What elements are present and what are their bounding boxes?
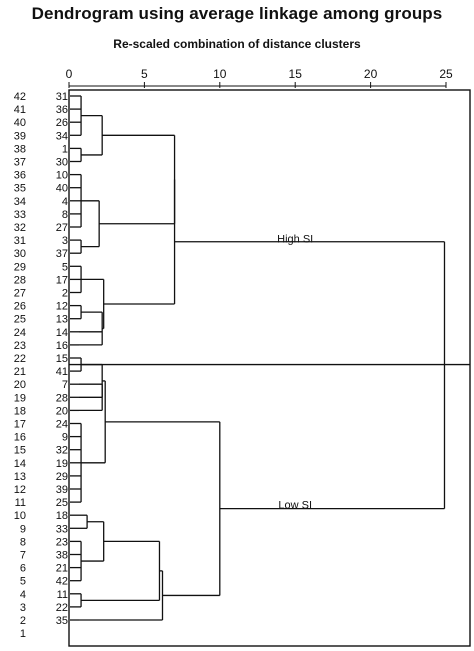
cluster-label-high-si: High SI bbox=[277, 234, 313, 246]
leaf-label: 14 bbox=[56, 327, 68, 339]
row-number: 24 bbox=[14, 327, 26, 339]
plot-frame bbox=[68, 89, 471, 647]
axis-tick-label: 10 bbox=[213, 67, 227, 81]
row-number: 1 bbox=[20, 628, 26, 640]
leaf-label: 34 bbox=[56, 130, 68, 142]
row-number: 42 bbox=[14, 91, 26, 103]
leaf-label: 25 bbox=[56, 497, 68, 509]
row-number: 27 bbox=[14, 288, 26, 300]
row-number: 35 bbox=[14, 183, 26, 195]
leaf-label: 4 bbox=[62, 196, 68, 208]
leaf-label: 42 bbox=[56, 576, 68, 588]
row-number: 14 bbox=[14, 458, 26, 470]
leaf-label: 22 bbox=[56, 602, 68, 614]
leaf-label: 29 bbox=[56, 471, 68, 483]
row-number: 40 bbox=[14, 117, 26, 129]
leaf-label: 17 bbox=[56, 274, 68, 286]
row-number: 31 bbox=[14, 235, 26, 247]
leaf-label: 37 bbox=[56, 248, 68, 260]
leaf-label: 26 bbox=[56, 117, 68, 129]
row-number: 26 bbox=[14, 301, 26, 313]
leaf-label: 38 bbox=[56, 550, 68, 562]
leaf-label: 8 bbox=[62, 209, 68, 221]
chart-subtitle: Re-scaled combination of distance cluste… bbox=[113, 37, 361, 51]
leaf-label: 27 bbox=[56, 222, 68, 234]
row-number: 4 bbox=[20, 589, 26, 601]
leaf-label: 12 bbox=[56, 301, 68, 313]
axis-tick-label: 0 bbox=[66, 67, 73, 81]
leaf-label: 28 bbox=[56, 392, 68, 404]
row-number: 15 bbox=[14, 445, 26, 457]
row-number: 38 bbox=[14, 143, 26, 155]
row-number: 41 bbox=[14, 104, 26, 116]
leaf-label: 41 bbox=[56, 366, 68, 378]
row-number: 10 bbox=[14, 510, 26, 522]
leaf-label: 21 bbox=[56, 563, 68, 575]
row-number: 3 bbox=[20, 602, 26, 614]
leaf-label: 36 bbox=[56, 104, 68, 116]
leaf-label: 1 bbox=[62, 143, 68, 155]
row-number: 21 bbox=[14, 366, 26, 378]
row-number: 9 bbox=[20, 523, 26, 535]
leaf-label: 10 bbox=[56, 170, 68, 182]
leaf-label: 13 bbox=[56, 314, 68, 326]
row-number: 5 bbox=[20, 576, 26, 588]
row-number: 11 bbox=[15, 497, 26, 509]
leaf-label: 30 bbox=[56, 157, 68, 169]
row-number: 20 bbox=[14, 379, 26, 391]
leaf-label: 9 bbox=[62, 432, 68, 444]
row-number: 39 bbox=[14, 130, 26, 142]
leaf-label: 7 bbox=[62, 379, 68, 391]
row-number: 7 bbox=[20, 550, 26, 562]
row-number: 36 bbox=[14, 170, 26, 182]
leaf-label: 40 bbox=[56, 183, 68, 195]
axis-tick-label: 5 bbox=[141, 67, 148, 81]
chart-title: Dendrogram using average linkage among g… bbox=[31, 4, 443, 23]
row-number: 22 bbox=[14, 353, 26, 365]
leaf-label: 11 bbox=[57, 589, 68, 601]
row-number: 19 bbox=[14, 392, 26, 404]
row-number: 2 bbox=[20, 615, 26, 627]
row-number: 16 bbox=[14, 432, 26, 444]
row-number: 30 bbox=[14, 248, 26, 260]
axis-tick-label: 15 bbox=[289, 67, 303, 81]
leaf-label: 39 bbox=[56, 484, 68, 496]
row-number: 13 bbox=[14, 471, 26, 483]
row-number: 25 bbox=[14, 314, 26, 326]
leaf-label: 5 bbox=[62, 261, 68, 273]
row-number: 37 bbox=[14, 157, 26, 169]
leaf-label: 16 bbox=[56, 340, 68, 352]
leaf-label: 20 bbox=[56, 405, 68, 417]
leaf-label: 18 bbox=[56, 510, 68, 522]
leaf-label: 32 bbox=[56, 445, 68, 457]
row-number: 8 bbox=[20, 536, 26, 548]
row-number: 23 bbox=[14, 340, 26, 352]
row-number: 32 bbox=[14, 222, 26, 234]
axis-tick-label: 25 bbox=[439, 67, 453, 81]
row-number: 18 bbox=[14, 405, 26, 417]
row-number: 34 bbox=[14, 196, 26, 208]
row-number: 17 bbox=[14, 419, 26, 431]
row-number: 33 bbox=[14, 209, 26, 221]
leaf-label: 3 bbox=[62, 235, 68, 247]
axis-tick-label: 20 bbox=[364, 67, 378, 81]
leaf-label: 31 bbox=[56, 91, 68, 103]
leaf-label: 2 bbox=[62, 288, 68, 300]
cluster-label-low-si: Low SI bbox=[278, 500, 312, 512]
leaf-label: 19 bbox=[56, 458, 68, 470]
row-number: 29 bbox=[14, 261, 26, 273]
leaf-label: 15 bbox=[56, 353, 68, 365]
row-number: 6 bbox=[20, 563, 26, 575]
row-number: 12 bbox=[14, 484, 26, 496]
leaf-label: 23 bbox=[56, 536, 68, 548]
leaf-label: 24 bbox=[56, 419, 68, 431]
row-number: 28 bbox=[14, 274, 26, 286]
leaf-label: 35 bbox=[56, 615, 68, 627]
leaf-label: 33 bbox=[56, 523, 68, 535]
